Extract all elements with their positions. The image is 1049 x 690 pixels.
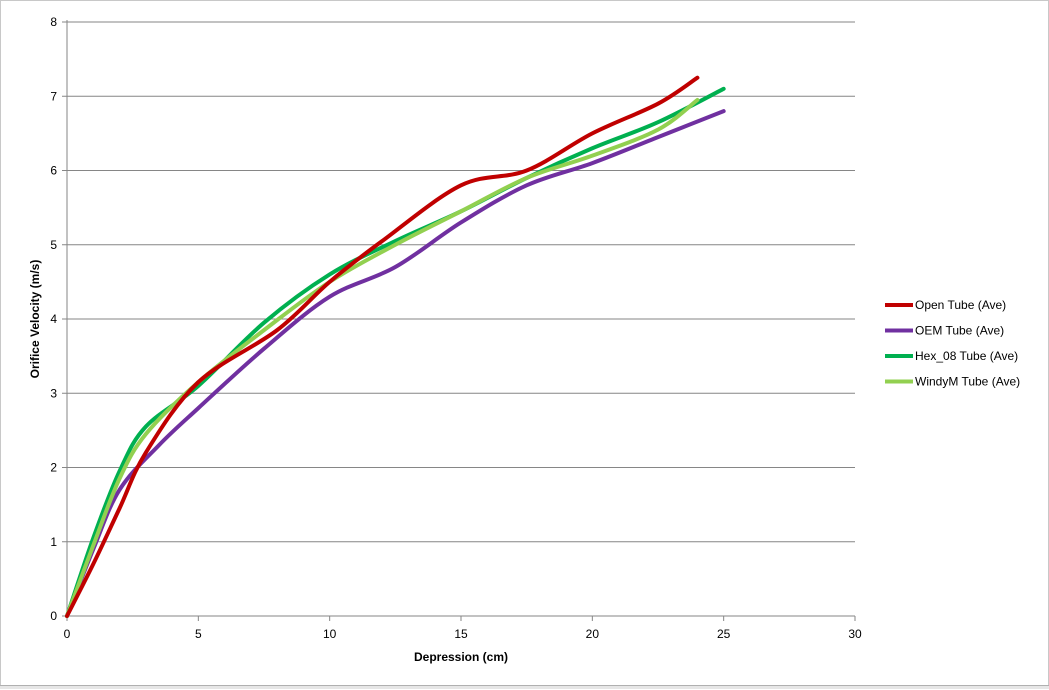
x-tick-label: 5 xyxy=(195,627,202,641)
legend-item-open-tube-ave: Open Tube (Ave) xyxy=(885,298,1006,312)
series-line-windym-tube-ave xyxy=(65,97,700,618)
legend-item-hex-08-tube-ave: Hex_08 Tube (Ave) xyxy=(885,349,1018,363)
x-tick-label: 25 xyxy=(717,627,731,641)
y-tick-label: 1 xyxy=(50,535,57,549)
x-tick-label: 0 xyxy=(64,627,71,641)
y-tick-label: 4 xyxy=(50,312,57,326)
y-tick-label: 2 xyxy=(50,461,57,475)
window-bottom-strip xyxy=(0,685,1049,689)
legend-label: OEM Tube (Ave) xyxy=(915,324,1004,338)
legend-item-windym-tube-ave: WindyM Tube (Ave) xyxy=(885,375,1020,389)
series-lines xyxy=(65,75,726,618)
gridlines xyxy=(67,21,855,543)
y-tick-label: 5 xyxy=(50,238,57,252)
legend-label: Open Tube (Ave) xyxy=(915,298,1006,312)
y-tick-label: 0 xyxy=(50,609,57,623)
y-tick-label: 7 xyxy=(50,89,57,103)
y-tick-label: 3 xyxy=(50,386,57,400)
axes xyxy=(62,20,856,621)
series-line-open-tube-ave xyxy=(65,75,700,618)
legend: Open Tube (Ave) OEM Tube (Ave) Hex_08 Tube… xyxy=(885,298,1020,389)
series-line-oem-tube-ave xyxy=(65,109,726,618)
x-tick-label: 30 xyxy=(848,627,862,641)
x-tick-label: 10 xyxy=(323,627,337,641)
legend-label: Hex_08 Tube (Ave) xyxy=(915,349,1018,363)
y-axis-title: Orifice Velocity (m/s) xyxy=(28,260,42,379)
y-tick-label: 8 xyxy=(50,15,57,29)
x-tick-label: 20 xyxy=(586,627,600,641)
tick-labels: 0 1 2 3 4 5 6 7 8 0 5 10 15 20 25 30 xyxy=(50,15,862,641)
x-tick-label: 15 xyxy=(454,627,468,641)
x-axis-title: Depression (cm) xyxy=(414,650,508,664)
legend-label: WindyM Tube (Ave) xyxy=(915,375,1020,389)
series-line-hex-08-tube-ave xyxy=(65,86,726,618)
y-tick-label: 6 xyxy=(50,164,57,178)
legend-item-oem-tube-ave: OEM Tube (Ave) xyxy=(885,324,1004,338)
